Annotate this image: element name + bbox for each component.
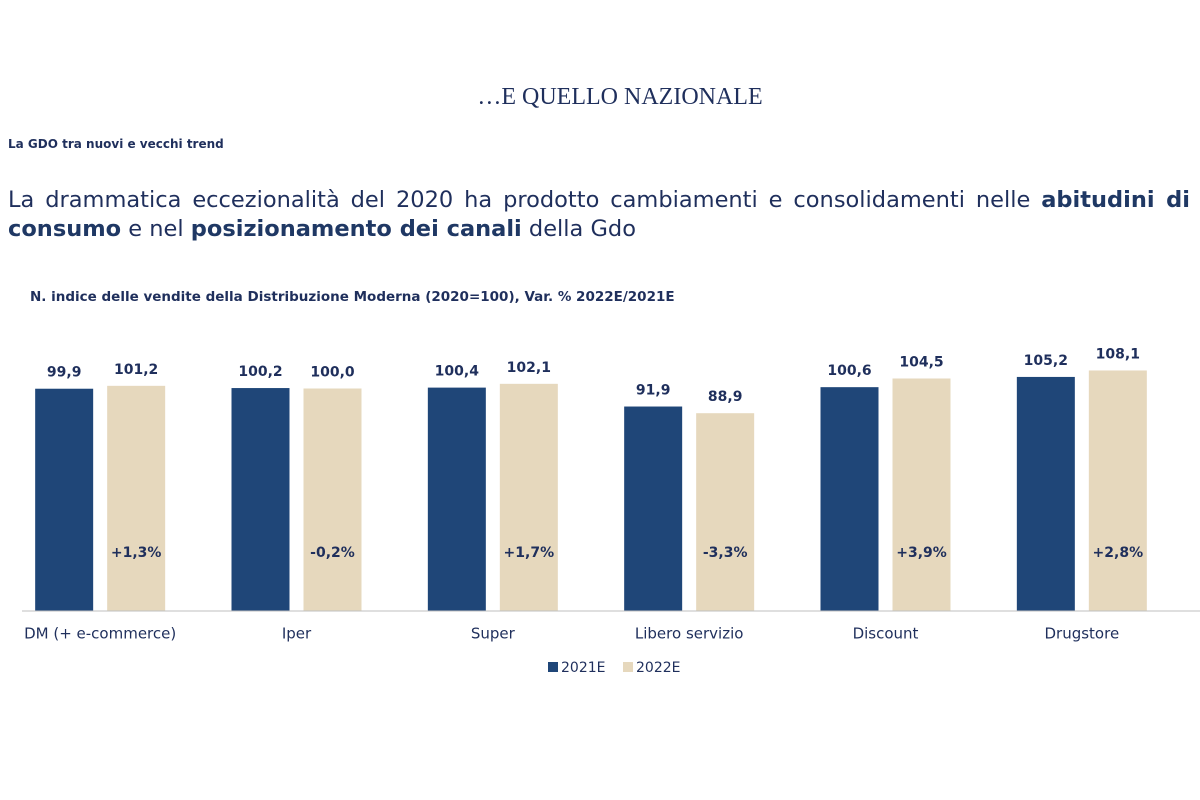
- x-tick-label: Super: [471, 625, 516, 643]
- bar: [892, 378, 951, 611]
- x-tick-label: Discount: [853, 625, 919, 643]
- headline-text: abitudini di consumo: [8, 187, 1190, 242]
- bar: [303, 388, 362, 611]
- data-label: 100,4: [435, 364, 480, 380]
- data-label: 100,0: [310, 365, 355, 381]
- bar: [107, 385, 166, 611]
- bar: [499, 383, 558, 611]
- bar: [820, 387, 879, 611]
- data-label: 102,1: [507, 360, 551, 376]
- bar: [1088, 370, 1147, 611]
- data-label: 88,9: [708, 389, 743, 405]
- bar: [624, 406, 683, 611]
- bar: [427, 387, 486, 611]
- change-label: +3,9%: [896, 545, 947, 561]
- bar: [1016, 376, 1075, 611]
- data-label: 100,6: [827, 363, 871, 379]
- change-label: -3,3%: [703, 545, 748, 561]
- chart-title: N. indice delle vendite della Distribuzi…: [30, 289, 675, 305]
- headline: La drammatica eccezionalità del 2020 ha …: [8, 186, 1190, 244]
- bar: [35, 388, 94, 611]
- data-label: 101,2: [114, 362, 158, 378]
- legend-swatch: [548, 662, 558, 672]
- data-label: 91,9: [636, 383, 671, 399]
- headline-text: e nel: [121, 216, 191, 242]
- x-tick-label: Iper: [282, 625, 312, 643]
- change-label: +1,7%: [504, 545, 555, 561]
- legend-label: 2021E: [561, 660, 605, 676]
- x-tick-label: Drugstore: [1044, 625, 1119, 643]
- section-label: La GDO tra nuovi e vecchi trend: [8, 137, 224, 151]
- slide-title: …E QUELLO NAZIONALE: [477, 84, 763, 110]
- change-label: +2,8%: [1093, 545, 1144, 561]
- data-label: 100,2: [238, 364, 282, 380]
- bar: [696, 413, 755, 611]
- data-label: 108,1: [1096, 346, 1140, 362]
- x-tick-label: Libero servizio: [635, 625, 744, 643]
- data-label: 105,2: [1024, 353, 1068, 369]
- headline-text: posizionamento dei canali: [190, 216, 522, 242]
- change-label: -0,2%: [310, 545, 355, 561]
- legend-label: 2022E: [636, 660, 680, 676]
- data-label: 104,5: [899, 354, 943, 370]
- headline-text: della Gdo: [521, 216, 636, 242]
- change-label: +1,3%: [111, 545, 162, 561]
- legend-swatch: [623, 662, 633, 672]
- x-tick-label: DM (+ e-commerce): [24, 625, 176, 643]
- bar: [231, 388, 290, 611]
- data-label: 99,9: [47, 365, 82, 381]
- headline-text: La drammatica eccezionalità del 2020 ha …: [8, 187, 1042, 213]
